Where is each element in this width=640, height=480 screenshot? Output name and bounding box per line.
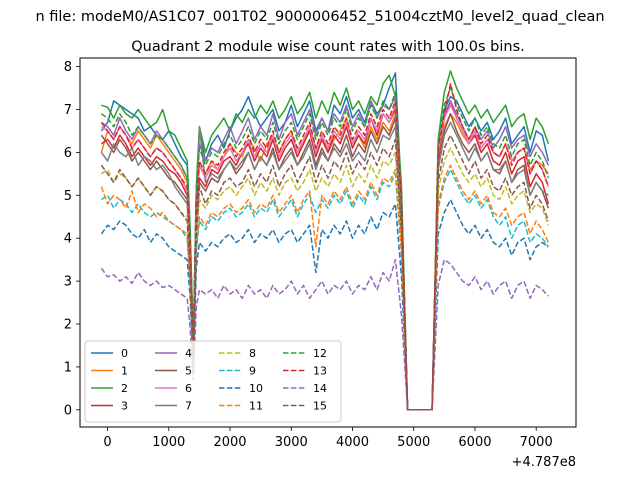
series-line-11 [100,164,550,411]
legend-label-1: 1 [121,365,128,378]
y-tick-label: 1 [64,360,72,375]
legend-label-5: 5 [185,365,192,378]
y-tick-label: 8 [64,60,72,75]
series-line-10 [100,198,549,411]
x-offset-label: +4.787e8 [512,455,576,470]
series-line-2 [101,70,550,411]
y-tick-label: 4 [64,232,72,247]
legend-label-7: 7 [185,400,192,413]
chart-title: Quadrant 2 module wise count rates with … [131,39,525,55]
series-layer [100,70,550,411]
y-tick-label: 7 [64,103,72,118]
suptitle: n file: modeM0/AS1C07_001T02_9000006452_… [35,9,604,25]
legend-label-15: 15 [313,400,327,413]
y-tick-label: 3 [64,275,72,290]
series-line-14 [100,258,549,411]
legend-label-10: 10 [249,382,263,395]
series-line-12 [100,87,550,411]
series-line-13 [100,82,550,411]
legend-label-8: 8 [249,347,256,360]
legend-label-13: 13 [313,365,327,378]
y-tick-label: 5 [64,189,72,204]
y-tick-label: 6 [64,146,72,161]
x-tick-label: 2000 [213,435,246,450]
legend-label-9: 9 [249,365,256,378]
x-tick-label: 6000 [458,435,491,450]
legend-box [84,340,342,423]
y-tick-label: 0 [64,403,72,418]
legend-label-11: 11 [249,400,263,413]
x-tick-label: 7000 [520,435,553,450]
series-line-7 [100,121,549,411]
legend-label-4: 4 [185,347,192,360]
axes-frame [79,57,577,428]
legend-label-14: 14 [313,382,327,395]
legend-label-6: 6 [185,382,192,395]
x-tick-label: 4000 [336,435,369,450]
legend-label-3: 3 [121,400,128,413]
legend-label-0: 0 [121,347,128,360]
series-line-15 [100,134,550,411]
y-tick-label: 2 [64,318,72,333]
series-line-3 [100,100,550,411]
x-tick-label: 1000 [152,435,185,450]
legend-label-12: 12 [313,347,327,360]
x-tick-label: 0 [103,435,111,450]
legend-label-2: 2 [121,382,128,395]
series-line-5 [100,113,550,411]
x-tick-label: 5000 [397,435,430,450]
x-tick-label: 3000 [275,435,308,450]
